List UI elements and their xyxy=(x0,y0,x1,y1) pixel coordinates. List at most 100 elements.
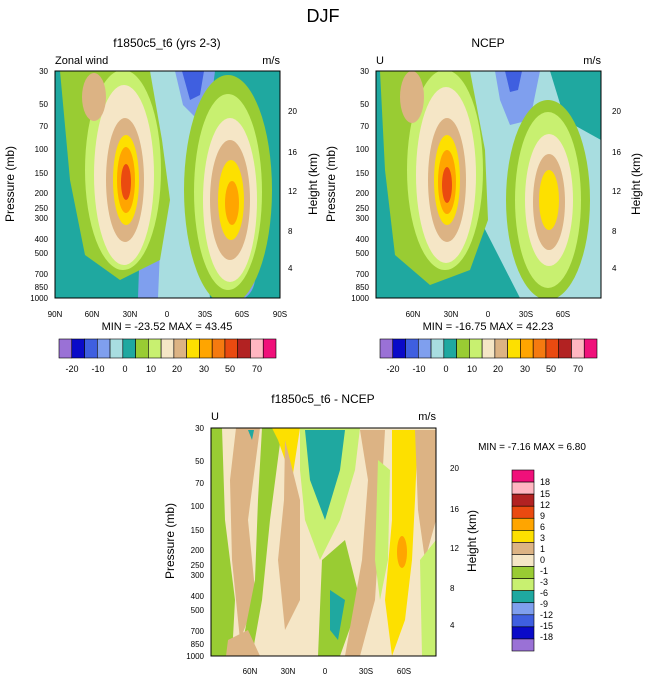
colorbar-swatch xyxy=(443,338,457,359)
colorbar-swatch xyxy=(511,590,535,604)
y-tick: 50 xyxy=(195,457,204,466)
contour-strat-easterly-core xyxy=(182,71,204,100)
plot-frame xyxy=(210,427,437,657)
contour-north-jet-max xyxy=(121,164,131,200)
y-axis-label: Pressure (mb) xyxy=(324,146,338,222)
stats-label: MIN = -7.16 MAX = 6.80 xyxy=(478,442,586,453)
y-axis-right-label: Height (km) xyxy=(629,153,643,215)
y-right-tick: 8 xyxy=(288,227,293,236)
y-tick: 250 xyxy=(191,561,205,570)
panel-unit-label: m/s xyxy=(418,411,436,423)
colorbar-label: -6 xyxy=(540,588,548,598)
colorbar-difference xyxy=(511,469,535,652)
contour-north-strat xyxy=(82,73,106,121)
y-right-tick: 20 xyxy=(450,464,459,473)
colorbar-label: -1 xyxy=(540,566,548,576)
panel-model: f1850c5_t6 (yrs 2-3) Zonal wind m/s xyxy=(3,36,320,374)
y-tick: 100 xyxy=(35,145,49,154)
colorbar-swatch xyxy=(392,338,406,359)
colorbar-label: -20 xyxy=(386,364,399,374)
y-axis-label: Pressure (mb) xyxy=(163,503,177,579)
colorbar-label: 30 xyxy=(199,364,209,374)
colorbar-swatch xyxy=(58,338,73,359)
plot-frame xyxy=(375,70,602,299)
contour-diff-band xyxy=(375,460,390,600)
colorbar-label: 15 xyxy=(540,489,550,499)
y-tick: 30 xyxy=(195,424,204,433)
y-right-tick: 12 xyxy=(288,187,297,196)
colorbar-swatch xyxy=(511,517,535,531)
y-tick: 1000 xyxy=(351,294,369,303)
contour-diff-band xyxy=(420,540,436,656)
colorbar-swatch xyxy=(262,338,277,359)
y-right-tick: 20 xyxy=(612,107,621,116)
y-axis-right: 20 16 12 8 4 xyxy=(288,107,297,273)
colorbar-label: -15 xyxy=(540,621,553,631)
contour-south-jet-max xyxy=(539,170,559,230)
colorbar-swatch xyxy=(417,338,432,359)
contour-field xyxy=(376,71,601,298)
panel-left-label: Zonal wind xyxy=(55,55,108,67)
y-tick: 700 xyxy=(356,270,370,279)
colorbar-swatch xyxy=(511,554,535,567)
y-tick: 200 xyxy=(356,189,370,198)
y-tick: 250 xyxy=(356,204,370,213)
colorbar-swatch xyxy=(511,602,535,616)
x-axis: 60N 30N 0 30S 60S xyxy=(243,667,411,676)
y-axis-left: 30 50 70 100 150 200 250 300 400 500 700… xyxy=(186,424,204,661)
colorbar-swatch xyxy=(250,338,264,359)
panel-title: NCEP xyxy=(471,36,504,50)
colorbar-swatch xyxy=(173,338,187,359)
x-tick: 0 xyxy=(165,310,170,319)
y-tick: 30 xyxy=(39,67,48,76)
y-axis-right-label: Height (km) xyxy=(465,510,479,572)
y-tick: 70 xyxy=(39,122,48,131)
x-tick: 90S xyxy=(273,310,287,319)
colorbar-swatch xyxy=(583,338,598,359)
y-tick: 200 xyxy=(191,546,205,555)
y-right-tick: 4 xyxy=(450,621,455,630)
panel-difference: f1850c5_t6 - NCEP U m/s 30 50 xyxy=(163,392,586,676)
y-axis-left: 30 50 70 100 150 200 250 300 400 500 700… xyxy=(30,67,48,303)
colorbar-swatch xyxy=(558,338,572,359)
colorbar-model xyxy=(58,338,277,359)
colorbar-swatch xyxy=(71,338,85,359)
colorbar-label: 10 xyxy=(146,364,156,374)
y-tick: 100 xyxy=(356,145,370,154)
colorbar-label: 9 xyxy=(540,511,545,521)
contour-diff-negative xyxy=(248,430,254,440)
colorbar-labels: -20 -10 0 10 20 30 50 70 xyxy=(386,364,583,374)
contour-diff-band xyxy=(230,428,260,640)
page-title: DJF xyxy=(307,6,340,26)
contour-diff-band xyxy=(240,428,282,656)
colorbar-swatch xyxy=(237,338,251,359)
colorbar-swatch xyxy=(511,614,535,628)
contour-diff-max xyxy=(397,536,407,568)
y-tick: 850 xyxy=(35,283,49,292)
panel-left-label: U xyxy=(211,411,219,423)
colorbar-label: 20 xyxy=(493,364,503,374)
contour-diff-negative xyxy=(330,590,345,640)
colorbar-swatch xyxy=(199,338,213,359)
y-tick: 850 xyxy=(356,283,370,292)
x-tick: 60N xyxy=(243,667,258,676)
colorbar-swatch xyxy=(122,338,136,359)
stats-label: MIN = -16.75 MAX = 42.23 xyxy=(423,321,554,333)
colorbar-label: 50 xyxy=(546,364,556,374)
colorbar-label: 0 xyxy=(540,555,545,565)
x-tick: 0 xyxy=(323,667,328,676)
x-tick: 60S xyxy=(235,310,249,319)
x-tick: 30N xyxy=(444,310,459,319)
y-tick: 500 xyxy=(35,249,49,258)
y-right-tick: 16 xyxy=(288,148,297,157)
colorbar-swatch xyxy=(511,481,535,495)
y-tick: 400 xyxy=(191,592,205,601)
panel-title: f1850c5_t6 (yrs 2-3) xyxy=(113,36,220,50)
x-tick: 90N xyxy=(48,310,63,319)
y-right-tick: 16 xyxy=(450,505,459,514)
contour-south-jet-max xyxy=(225,181,239,225)
colorbar-swatch xyxy=(481,338,496,359)
panel-unit-label: m/s xyxy=(262,55,280,67)
x-tick: 60N xyxy=(406,310,421,319)
colorbar-swatch xyxy=(511,505,535,519)
